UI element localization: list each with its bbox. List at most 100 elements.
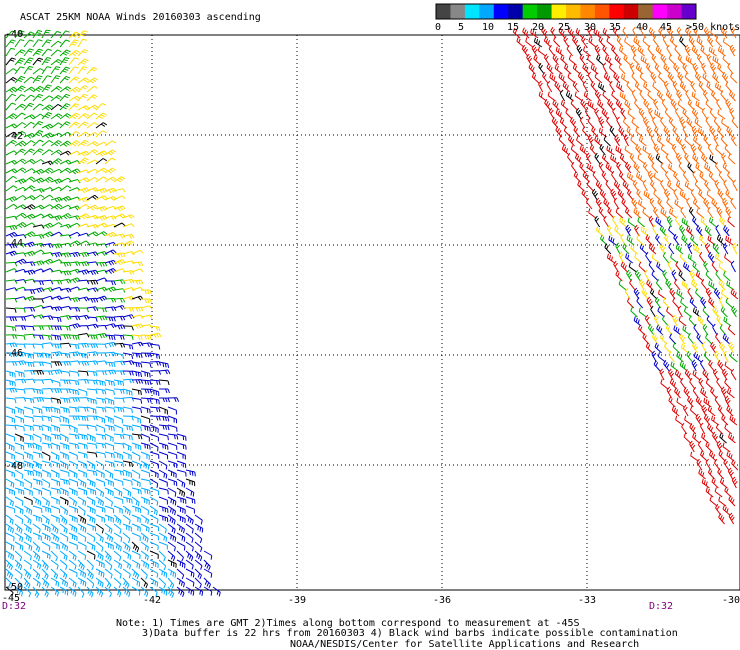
wind-barb: [647, 45, 654, 57]
wind-barb: [691, 341, 699, 354]
wind-barb: [652, 35, 660, 48]
wind-barb: [122, 352, 134, 359]
wind-barb: [728, 341, 735, 354]
wind-barb: [692, 216, 699, 228]
wind-barb: [86, 351, 99, 357]
wind-barb: [616, 82, 625, 93]
wind-barb: [59, 550, 68, 561]
wind-barb: [59, 103, 71, 111]
wind-barb: [728, 512, 735, 525]
wind-barb: [669, 333, 677, 345]
wind-barb: [632, 54, 640, 66]
wind-barb: [50, 433, 62, 440]
color-scale-swatch: [537, 4, 553, 19]
wind-barb: [607, 99, 614, 111]
wind-barb: [674, 45, 681, 57]
wind-barb: [86, 532, 96, 542]
wind-barb: [636, 297, 644, 309]
wind-barb: [59, 66, 70, 75]
wind-barb: [113, 514, 122, 525]
wind-barb: [23, 325, 35, 331]
wind-barb: [614, 134, 621, 147]
wind-barb: [68, 168, 81, 175]
wind-barb: [576, 44, 583, 57]
wind-barb: [581, 35, 588, 48]
wind-barb: [528, 63, 536, 75]
wind-barb: [68, 95, 81, 102]
wind-barb: [122, 532, 131, 543]
wind-barb: [149, 415, 161, 421]
wind-barb: [86, 231, 99, 237]
wind-barb: [654, 109, 663, 120]
wind-barb: [598, 36, 606, 48]
wind-barb: [567, 73, 576, 84]
wind-barb: [699, 422, 706, 435]
wind-barb: [702, 306, 710, 318]
wind-barb: [654, 296, 662, 309]
wind-barb: [618, 126, 626, 138]
wind-barb: [32, 343, 44, 349]
wind-barb: [77, 433, 88, 441]
wind-barb: [5, 139, 17, 147]
wind-barb: [626, 297, 635, 309]
wind-barb: [105, 280, 116, 286]
wind-barb: [637, 154, 646, 165]
wind-barb: [77, 157, 89, 165]
wind-barb: [104, 249, 117, 255]
wind-barb: [41, 424, 52, 432]
wind-barb: [167, 586, 175, 598]
wind-barb: [613, 72, 621, 84]
wind-barb: [618, 63, 626, 75]
wind-barb: [728, 153, 736, 165]
wind-barb: [59, 252, 72, 258]
wind-barb: [113, 487, 123, 497]
color-scale-swatch: [623, 4, 639, 19]
wind-barb: [5, 76, 17, 84]
wind-barb: [598, 207, 606, 219]
wind-barb: [548, 107, 555, 120]
wind-barb: [679, 116, 686, 129]
wind-barb: [122, 469, 132, 478]
wind-barb: [712, 368, 719, 381]
wind-barb: [140, 451, 150, 460]
wind-barb: [68, 131, 80, 138]
wind-barb: [95, 505, 106, 513]
wind-barb: [41, 66, 52, 75]
wind-barb: [122, 370, 134, 376]
wind-barb: [14, 148, 26, 156]
wind-barb: [59, 195, 72, 202]
wind-barb: [95, 176, 108, 183]
wind-barb: [730, 197, 737, 210]
wind-barb: [68, 231, 81, 237]
wind-barb: [68, 86, 81, 93]
wind-barb: [86, 505, 96, 515]
wind-barb: [622, 26, 629, 39]
wind-barb: [705, 99, 713, 111]
wind-barb: [50, 178, 63, 185]
wind-barb: [654, 126, 662, 138]
wind-barb: [113, 406, 125, 413]
wind-barb: [113, 252, 126, 258]
wind-barb: [122, 487, 132, 497]
wind-barb: [610, 154, 619, 165]
scale-label-20: 20: [532, 22, 544, 33]
wind-barb: [113, 259, 126, 265]
wind-barb: [32, 48, 43, 57]
wind-barb: [149, 586, 158, 597]
wind-barb: [113, 424, 123, 433]
wind-barb: [5, 460, 16, 469]
wind-barb: [95, 487, 105, 498]
wind-barb: [122, 514, 131, 525]
wind-barb: [575, 107, 582, 120]
wind-barb: [649, 197, 656, 210]
wind-barb: [122, 287, 135, 292]
wind-barb: [50, 496, 60, 505]
wind-barb: [32, 496, 42, 506]
wind-barb: [14, 406, 24, 415]
wind-barb: [122, 559, 131, 570]
wind-barb: [77, 307, 89, 313]
wind-barb: [678, 270, 686, 282]
wind-barb: [659, 333, 668, 345]
wind-barb: [626, 172, 635, 183]
wind-barb: [149, 325, 161, 332]
